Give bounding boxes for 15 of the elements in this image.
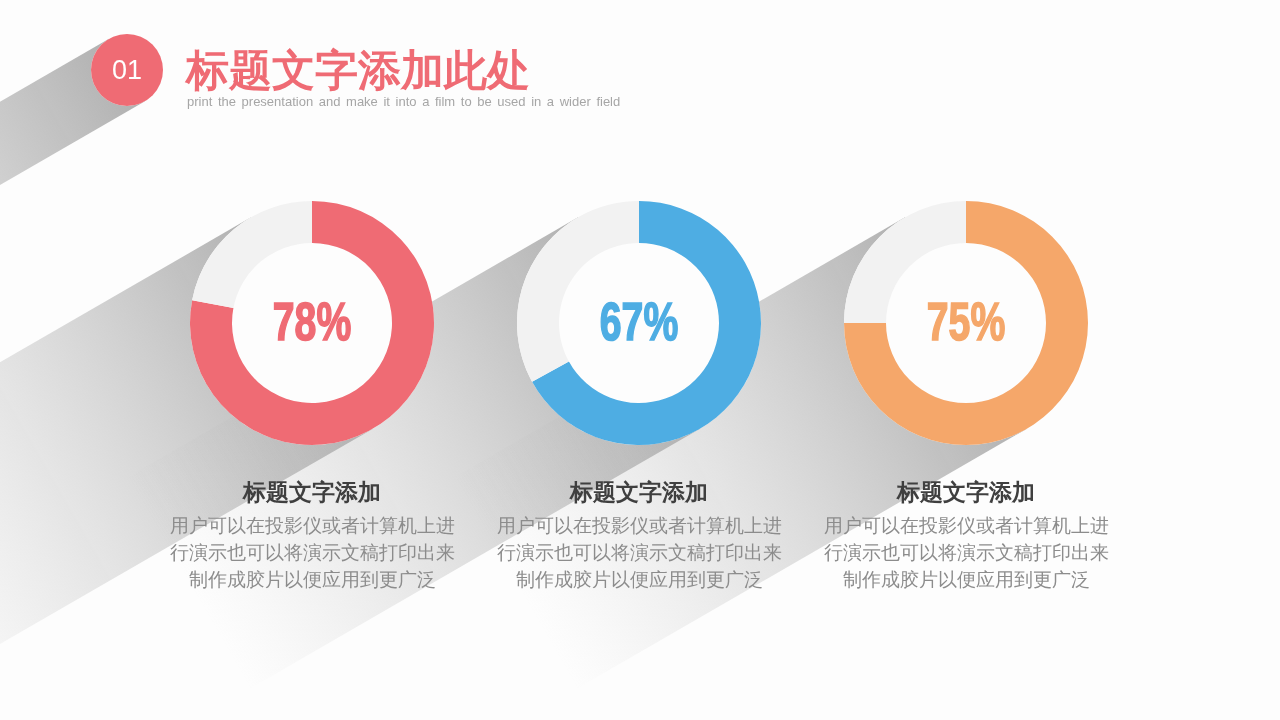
donut-slice <box>844 201 1088 445</box>
donut-slice <box>532 201 761 445</box>
text: 用户可以在投影仪或者计算机上进行演示也可以将演示文稿打印出来制作成胶片以便应用到更广泛 <box>496 514 782 590</box>
text: print the presentation and make it into a film to be used in a wider field <box>187 94 621 109</box>
donut-slice <box>190 201 434 445</box>
text: 标题文字添加 <box>570 479 708 505</box>
data-label: 78% <box>272 292 352 352</box>
text: 01 <box>111 54 143 86</box>
data-label: 67% <box>599 292 679 352</box>
text: 用户可以在投影仪或者计算机上进行演示也可以将演示文稿打印出来制作成胶片以便应用到更广泛 <box>169 514 455 590</box>
text: 标题文字添加此处 <box>186 45 530 95</box>
text: 标题文字添加 <box>243 479 381 505</box>
text: 用户可以在投影仪或者计算机上进行演示也可以将演示文稿打印出来制作成胶片以便应用到更广泛 <box>823 514 1109 590</box>
text: 标题文字添加 <box>897 479 1035 505</box>
data-label: 75% <box>926 292 1006 352</box>
